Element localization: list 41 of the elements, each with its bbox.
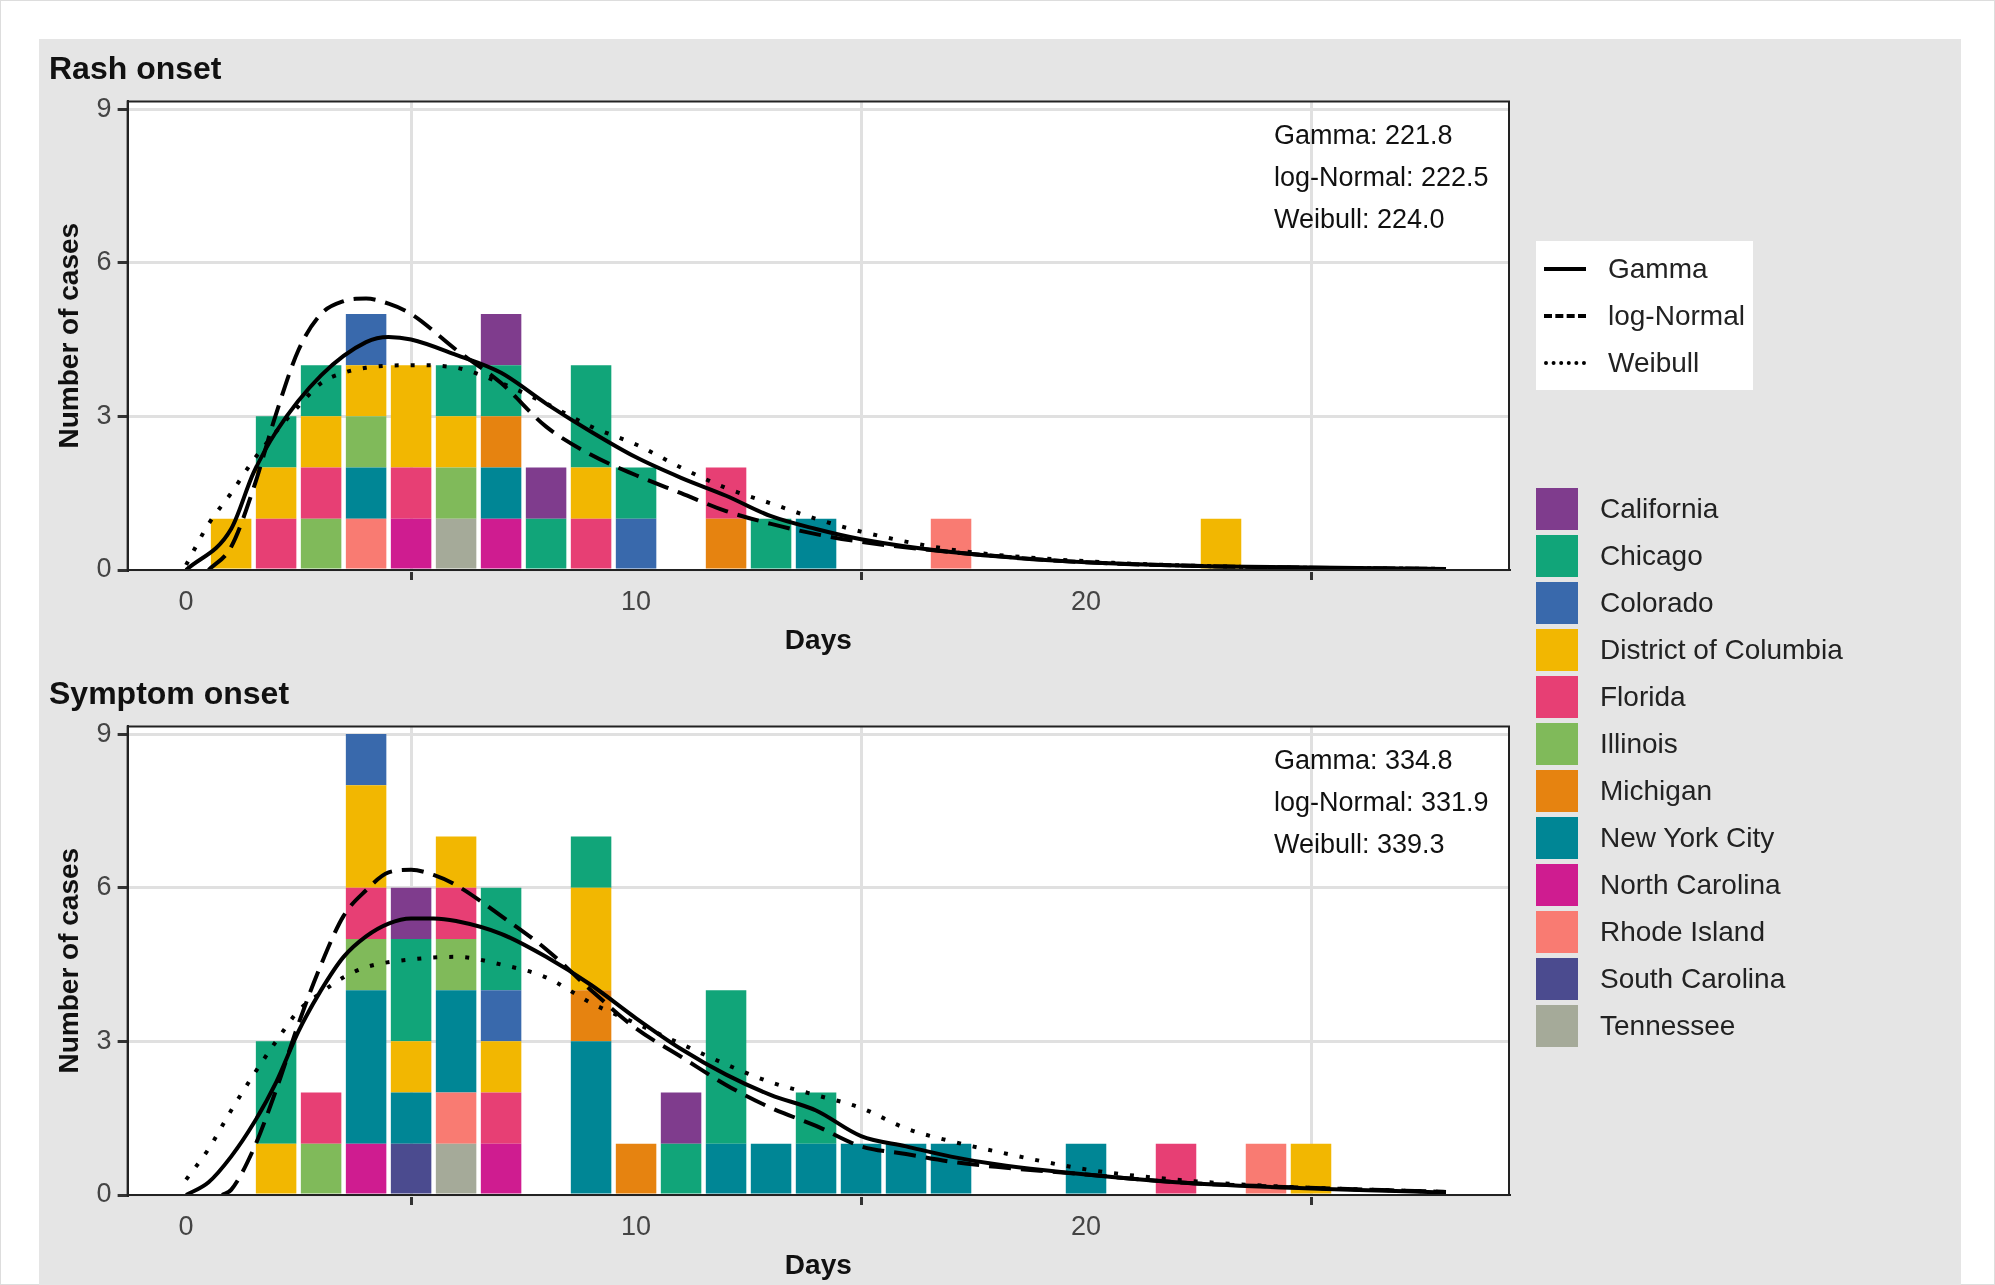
legend-label: South Carolina [1600,962,1786,995]
legend-label: Michigan [1600,774,1713,807]
chart-title: Rash onset [49,50,222,87]
chart-title: Symptom onset [49,675,290,712]
annotation: Gamma: 221.8 [1274,120,1453,151]
y-tick-label: 0 [96,553,112,584]
legend-label: New York City [1600,821,1775,854]
annotation: log-Normal: 222.5 [1274,162,1489,193]
annotation: Gamma: 334.8 [1274,745,1453,776]
y-tick-label: 3 [96,1024,112,1055]
x-tick-label: 10 [621,1210,652,1241]
x-tick-label: 0 [178,1210,194,1241]
x-tick-label: 20 [1071,1210,1102,1241]
annotation: log-Normal: 331.9 [1274,787,1489,818]
y-tick-label: 9 [96,717,112,748]
legend-label: District of Columbia [1600,633,1843,666]
legend-label: Gamma [1608,252,1708,285]
y-axis-title: Number of cases [52,847,84,1074]
annotation: Weibull: 339.3 [1274,829,1445,860]
legend-label: California [1600,492,1719,525]
x-tick-label: 20 [1071,585,1102,616]
y-axis-title: Number of cases [52,222,84,449]
y-tick-label: 6 [96,246,112,277]
legend-label: Weibull [1608,346,1700,379]
x-tick-label: 0 [178,585,194,616]
legend-label: log-Normal [1608,299,1745,332]
legend-label: Rhode Island [1600,915,1766,948]
y-tick-label: 6 [96,871,112,902]
legend-label: Florida [1600,680,1686,713]
x-axis-title: Days [784,623,852,655]
x-tick-label: 10 [621,585,652,616]
legend-label: Colorado [1600,586,1714,619]
y-tick-label: 9 [96,92,112,123]
legend-label: Illinois [1600,727,1678,760]
legend-label: Tennessee [1600,1009,1736,1042]
legend-label: North Carolina [1600,868,1781,901]
annotation: Weibull: 224.0 [1274,204,1445,235]
y-tick-label: 3 [96,399,112,430]
x-axis-title: Days [784,1248,852,1280]
legend-label: Chicago [1600,539,1703,572]
y-tick-label: 0 [96,1178,112,1209]
